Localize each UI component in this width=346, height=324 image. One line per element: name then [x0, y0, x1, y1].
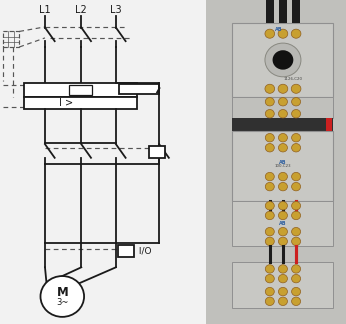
- Circle shape: [265, 287, 274, 296]
- Circle shape: [292, 265, 301, 273]
- Circle shape: [291, 29, 301, 38]
- Circle shape: [279, 98, 288, 106]
- Bar: [326, 118, 332, 131]
- Bar: [149, 146, 165, 158]
- Bar: [233, 118, 334, 131]
- Bar: [118, 245, 134, 257]
- Circle shape: [279, 287, 288, 296]
- Text: I/O: I/O: [136, 246, 152, 255]
- Circle shape: [265, 110, 274, 118]
- Circle shape: [279, 202, 288, 210]
- Circle shape: [292, 237, 301, 246]
- Circle shape: [265, 182, 274, 191]
- Circle shape: [265, 133, 274, 142]
- Circle shape: [265, 227, 274, 236]
- Text: 100-C23: 100-C23: [275, 164, 291, 168]
- Circle shape: [265, 43, 301, 77]
- Bar: [292, 0, 300, 23]
- Circle shape: [265, 265, 274, 273]
- Text: L2: L2: [75, 5, 87, 15]
- Circle shape: [279, 144, 288, 152]
- Circle shape: [265, 297, 274, 306]
- Circle shape: [279, 227, 288, 236]
- Circle shape: [265, 172, 274, 181]
- Bar: [233, 131, 334, 201]
- Circle shape: [265, 237, 274, 246]
- Circle shape: [40, 276, 84, 317]
- Circle shape: [265, 144, 274, 152]
- Bar: [206, 0, 346, 324]
- Circle shape: [265, 211, 274, 220]
- Circle shape: [292, 144, 301, 152]
- Bar: [3, 31, 19, 47]
- Circle shape: [265, 274, 274, 283]
- Circle shape: [279, 237, 288, 246]
- Circle shape: [273, 50, 293, 70]
- Circle shape: [265, 98, 274, 106]
- Circle shape: [292, 98, 301, 106]
- Bar: [119, 84, 159, 94]
- Circle shape: [292, 227, 301, 236]
- Circle shape: [279, 297, 288, 306]
- Circle shape: [279, 182, 288, 191]
- Bar: [233, 262, 334, 308]
- Circle shape: [292, 133, 301, 142]
- Bar: [266, 0, 274, 23]
- Bar: [233, 23, 334, 97]
- Text: 3~: 3~: [56, 298, 69, 307]
- Text: AB: AB: [275, 27, 283, 32]
- Circle shape: [278, 29, 288, 38]
- Circle shape: [292, 211, 301, 220]
- Circle shape: [292, 182, 301, 191]
- Circle shape: [279, 133, 288, 142]
- Circle shape: [292, 287, 301, 296]
- Text: I >: I >: [60, 98, 74, 108]
- Bar: [24, 83, 137, 97]
- Text: AB: AB: [279, 159, 287, 165]
- Circle shape: [279, 211, 288, 220]
- Text: L3: L3: [110, 5, 122, 15]
- Circle shape: [265, 29, 275, 38]
- Circle shape: [279, 274, 288, 283]
- Circle shape: [292, 110, 301, 118]
- Circle shape: [292, 274, 301, 283]
- Circle shape: [279, 110, 288, 118]
- Circle shape: [279, 172, 288, 181]
- Bar: [69, 85, 92, 95]
- Bar: [233, 201, 334, 246]
- Circle shape: [292, 202, 301, 210]
- Bar: [233, 97, 334, 118]
- Circle shape: [265, 84, 275, 93]
- Circle shape: [292, 172, 301, 181]
- Text: M: M: [56, 286, 68, 299]
- Circle shape: [265, 202, 274, 210]
- Bar: [279, 0, 287, 23]
- Bar: [0, 0, 206, 324]
- Circle shape: [292, 297, 301, 306]
- Text: L1: L1: [39, 5, 51, 15]
- Text: AB: AB: [279, 221, 287, 226]
- Circle shape: [279, 265, 288, 273]
- Text: 1126-C20: 1126-C20: [284, 77, 303, 81]
- Circle shape: [278, 84, 288, 93]
- Bar: [24, 97, 137, 109]
- Circle shape: [291, 84, 301, 93]
